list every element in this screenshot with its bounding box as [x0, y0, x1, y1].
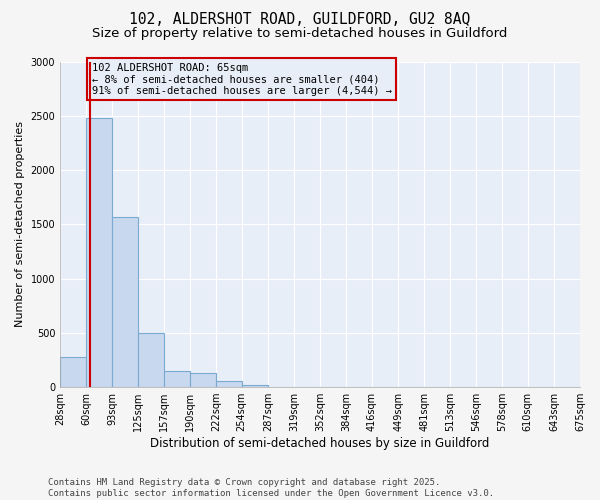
Bar [216, 380, 242, 387]
Text: 102 ALDERSHOT ROAD: 65sqm
← 8% of semi-detached houses are smaller (404)
91% of : 102 ALDERSHOT ROAD: 65sqm ← 8% of semi-d… [92, 62, 392, 96]
Text: 102, ALDERSHOT ROAD, GUILDFORD, GU2 8AQ: 102, ALDERSHOT ROAD, GUILDFORD, GU2 8AQ [130, 12, 470, 28]
Bar [190, 373, 216, 387]
Bar [60, 356, 86, 387]
Y-axis label: Number of semi-detached properties: Number of semi-detached properties [15, 122, 25, 328]
Bar [86, 118, 112, 387]
Bar [112, 216, 138, 387]
Bar [138, 333, 164, 387]
Text: Contains HM Land Registry data © Crown copyright and database right 2025.
Contai: Contains HM Land Registry data © Crown c… [48, 478, 494, 498]
X-axis label: Distribution of semi-detached houses by size in Guildford: Distribution of semi-detached houses by … [151, 437, 490, 450]
Text: Size of property relative to semi-detached houses in Guildford: Size of property relative to semi-detach… [92, 28, 508, 40]
Bar [164, 371, 190, 387]
Bar [242, 385, 268, 387]
